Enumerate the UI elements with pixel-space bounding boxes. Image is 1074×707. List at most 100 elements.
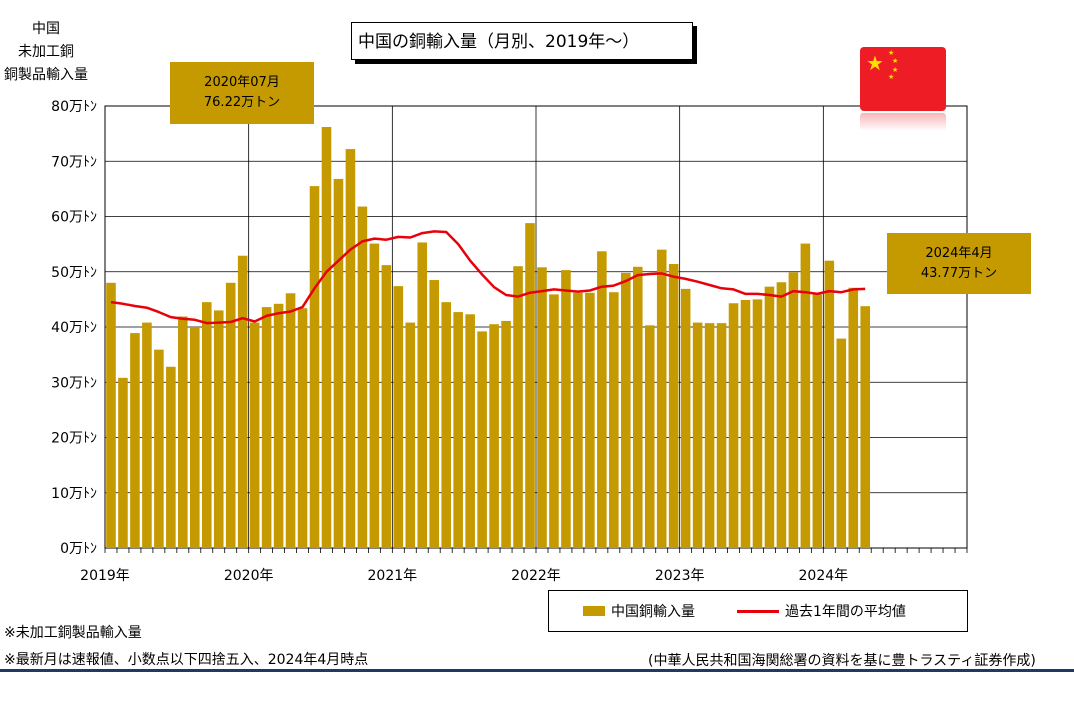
flag-small-star-icon: ★ [888,73,895,81]
bar [585,292,595,548]
bar [213,310,224,548]
bar [632,266,643,548]
flag-reflection [860,113,946,131]
bar [297,308,308,548]
bar [333,178,344,548]
bar [716,323,727,548]
chart-title: 中国の銅輸入量（月別、2019年～） [351,22,693,60]
bar [429,280,440,548]
x-tick-label: 2020年 [224,568,274,584]
bar [525,223,535,548]
x-tick-label: 2023年 [655,568,705,584]
bar [130,333,140,548]
y-tick-label: 40万ﾄﾝ [51,320,97,336]
bar [573,292,583,548]
bar [549,294,559,548]
peak-annotation-value: 76.22万トン [203,95,281,110]
footnote-1: ※未加工銅製品輸入量 [4,625,142,641]
flag-small-star-icon: ★ [892,66,899,74]
source-note: (中華人民共和国海関総署の資料を基に豊トラスティ証券作成) [648,653,1036,669]
bar [345,149,356,548]
bar [812,294,823,548]
bar [453,312,463,548]
x-tick-label: 2021年 [368,568,418,584]
bar [848,287,859,548]
bar [537,267,547,548]
bar [465,314,475,548]
bar [501,320,511,548]
bar [752,299,763,548]
bar [357,206,368,548]
flag-small-star-icon: ★ [892,57,899,65]
bar [321,126,332,549]
chart-axes: 0万ﾄﾝ 10万ﾄﾝ 20万ﾄﾝ 30万ﾄﾝ 40万ﾄﾝ 50万ﾄﾝ 60万ﾄﾝ 70万ﾄﾝ 8… [51,99,968,584]
y-tick-label: 60万ﾄﾝ [51,210,97,226]
latest-annotation-date: 2024年4月 [925,245,993,261]
bar [393,286,404,548]
latest-annotation: 2024年4月 43.77万トン [887,233,1031,294]
y-axis-title-line-1: 中国 [32,21,60,37]
bar [369,243,380,548]
bar [190,327,200,548]
x-tick-label: 2024年 [799,568,849,584]
bottom-rule [0,669,1074,672]
bar [381,265,392,548]
bar [764,286,775,548]
y-axis-title-line-2: 未加工銅 [18,44,74,60]
legend-bar-swatch [583,606,605,616]
bar [561,270,571,548]
bar [692,322,703,548]
bar [680,288,691,548]
bar [824,260,835,548]
bar [441,302,451,548]
bar [656,249,667,548]
bar [201,302,212,548]
y-tick-label: 20万ﾄﾝ [51,431,97,447]
bar [309,186,320,549]
bar [728,303,739,548]
bar [237,255,248,549]
footnote-2: ※最新月は速報値、小数点以下四捨五入、2024年4月時点 [4,652,369,668]
average-line [110,230,866,325]
y-axis-title-line-3: 銅製品輸入量 [4,67,88,83]
bar [118,377,128,548]
y-tick-label: 0万ﾄﾝ [60,541,97,557]
legend-line-label: 過去1年間の平均値 [785,604,906,620]
peak-annotation: 2020年07月 76.22万トン [170,62,314,124]
peak-annotation-date: 2020年07月 [204,75,280,90]
bar [836,338,847,548]
bar [800,243,811,548]
y-tick-label: 10万ﾄﾝ [51,486,97,502]
bar [668,264,679,548]
latest-annotation-value: 43.77万トン [920,265,998,281]
bar [261,307,272,548]
flag-small-star-icon: ★ [888,49,895,57]
bar [704,323,715,548]
bar [273,303,284,548]
bar [740,299,751,548]
bar [285,293,296,548]
bar [142,322,152,548]
bar [178,316,188,548]
y-tick-label: 80万ﾄﾝ [51,99,97,115]
bar [405,322,416,548]
bar-series [106,126,871,549]
bar [776,282,787,548]
bar [644,325,655,548]
bar [597,251,607,548]
y-axis-title: 中国 未加工銅 銅製品輸入量 [0,18,92,87]
bar [621,272,631,548]
y-tick-label: 70万ﾄﾝ [51,154,97,170]
bar [477,331,487,548]
chart-legend: 中国銅輸入量 過去1年間の平均値 [548,590,968,632]
china-flag-icon: ★ ★ ★ ★ ★ [860,47,946,111]
bar [249,322,260,548]
bar [788,272,799,548]
bar [166,366,176,548]
flag-large-star-icon: ★ [866,51,884,75]
x-tick-label: 2022年 [511,568,561,584]
y-tick-label: 50万ﾄﾝ [51,265,97,281]
bar [513,266,523,548]
bar [417,242,428,548]
